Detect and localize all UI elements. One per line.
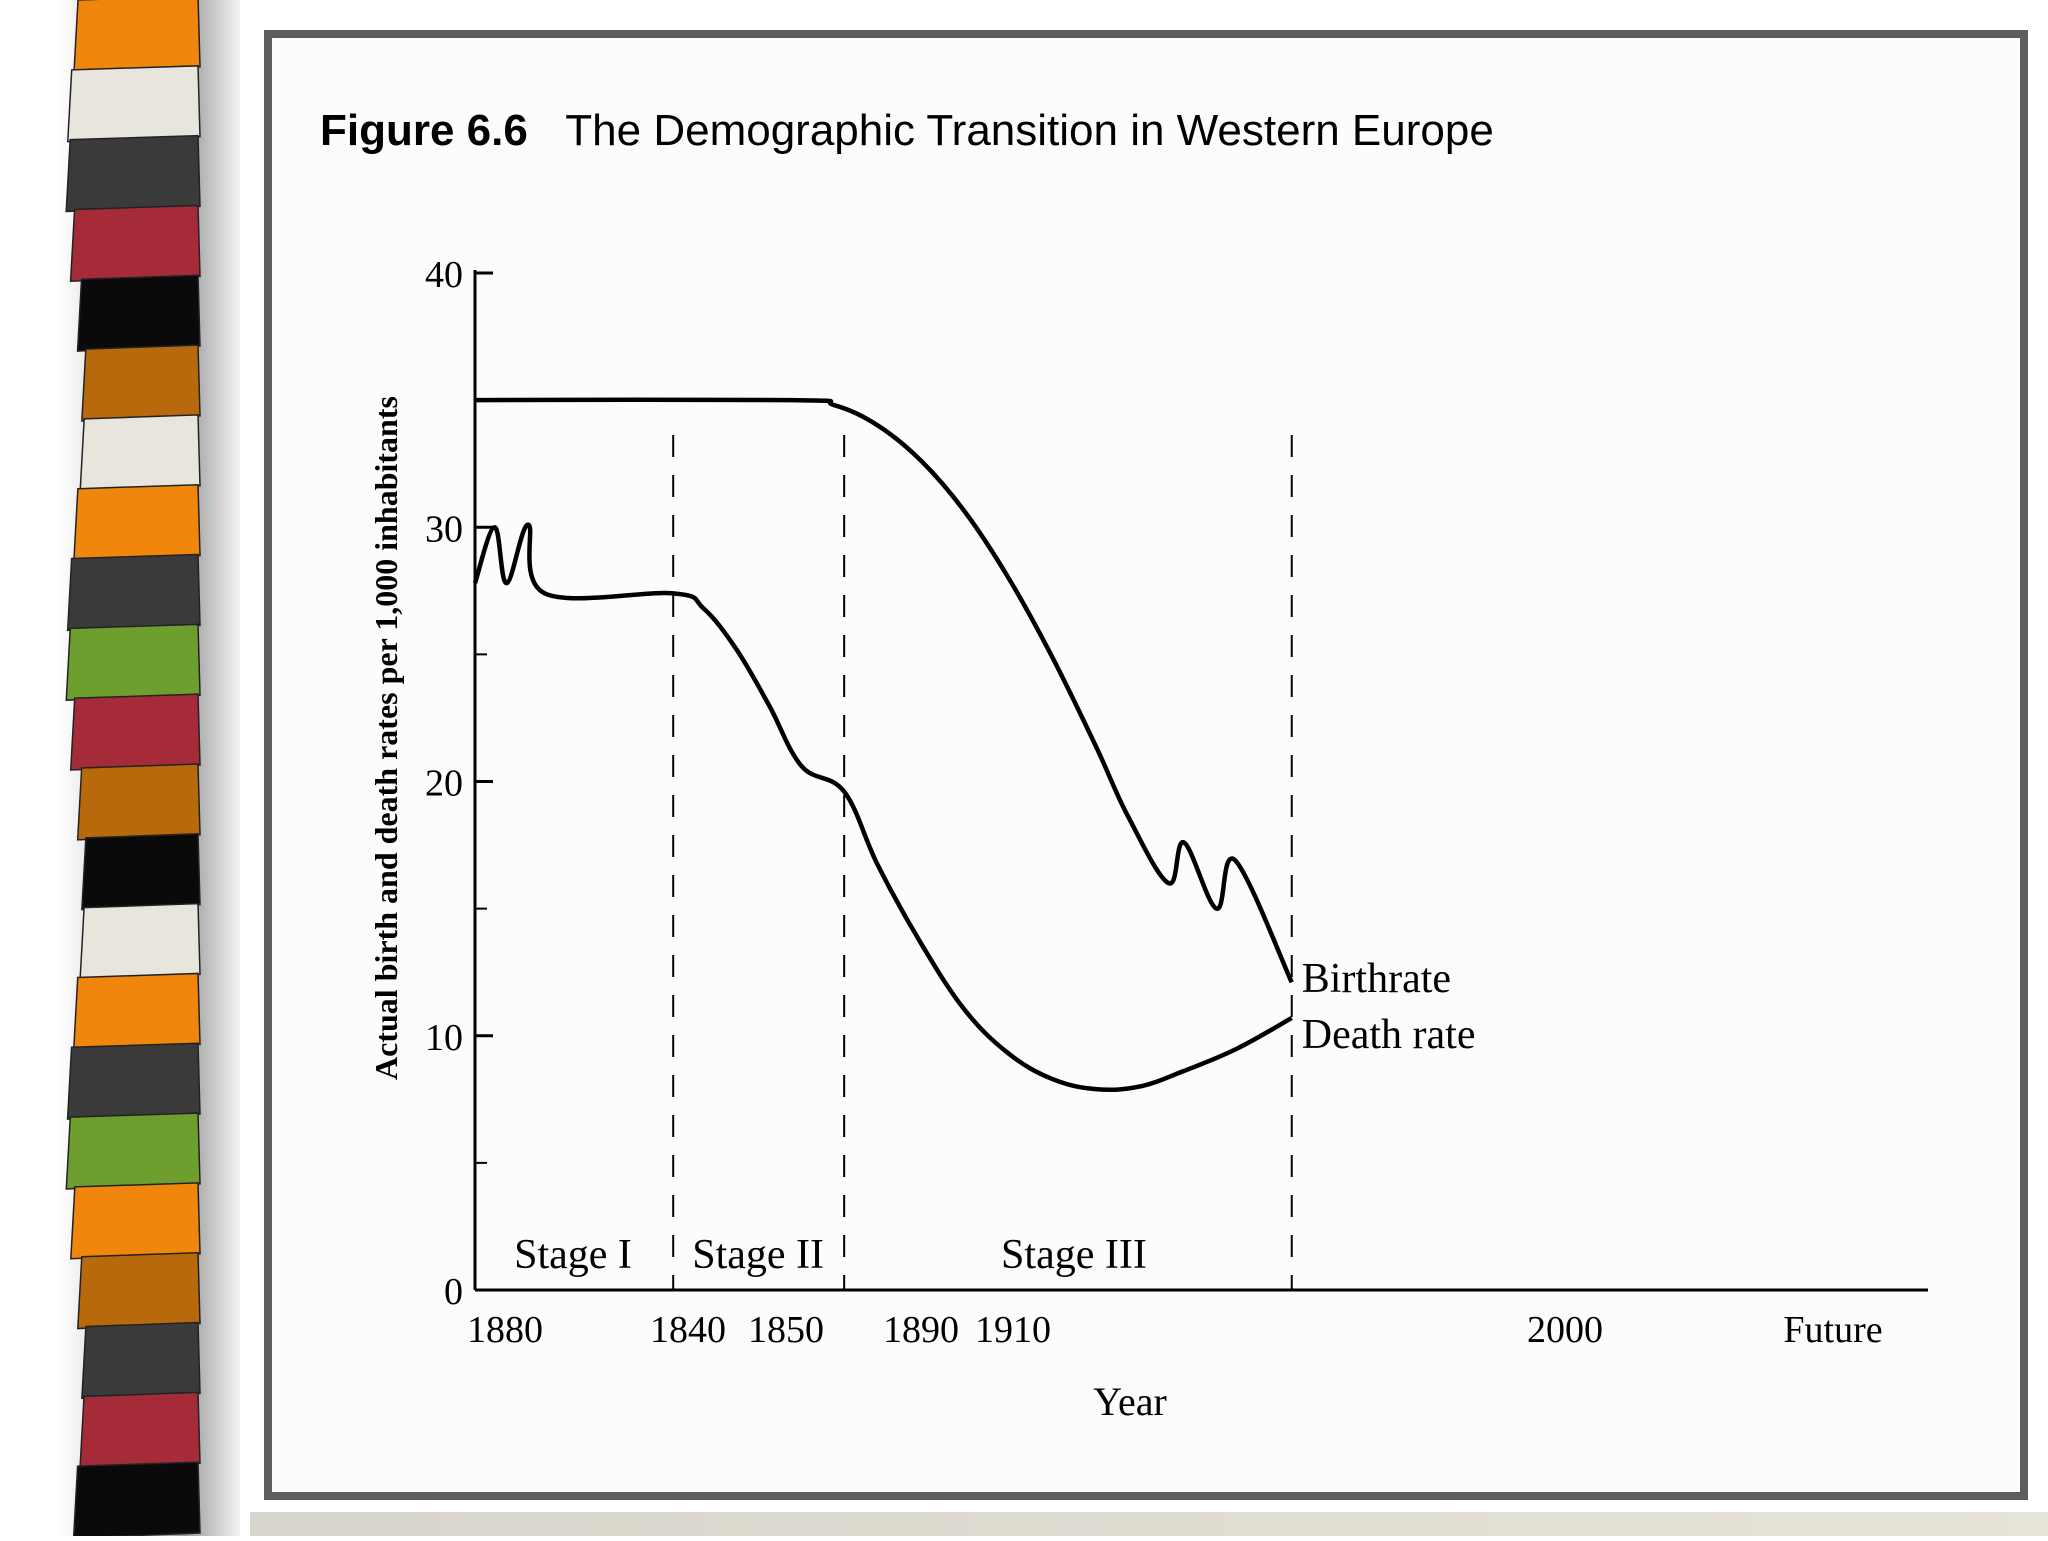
y-axis-label: Actual birth and death rates per 1,000 i… — [368, 396, 404, 1080]
color-band — [79, 414, 201, 492]
color-band — [81, 344, 201, 422]
color-band — [65, 134, 201, 213]
color-band — [65, 623, 201, 701]
x-tick-label: 1880 — [467, 1309, 543, 1351]
figure-frame — [264, 30, 2028, 1500]
color-band — [66, 1042, 201, 1120]
color-band — [69, 204, 201, 283]
color-band — [69, 693, 201, 771]
birthrate-line — [474, 397, 1294, 984]
stage-label: Stage I — [514, 1232, 632, 1278]
color-band — [66, 553, 201, 632]
color-band — [81, 1321, 201, 1400]
svg-text:Figure 6.6 The Demographic: Figure 6.6 The Demographic Transition in… — [320, 106, 1494, 155]
figure-title: The Demographic Transition in Western Eu… — [565, 106, 1494, 155]
color-band — [72, 972, 201, 1051]
death-rate-label: Death rate — [1302, 1012, 1476, 1058]
x-tick-label: Future — [1783, 1309, 1882, 1351]
x-axis-label: Year — [1093, 1379, 1167, 1424]
x-tick-label: 1850 — [748, 1309, 824, 1351]
color-band — [66, 65, 201, 143]
color-band — [81, 833, 201, 911]
x-tick-label: 1910 — [975, 1309, 1051, 1351]
y-tick-label: 0 — [444, 1271, 463, 1313]
x-tick-label: 1840 — [650, 1309, 726, 1351]
color-band — [72, 1461, 201, 1539]
x-tick-label: 1890 — [883, 1309, 959, 1351]
color-band — [70, 1182, 201, 1260]
color-band — [65, 1112, 201, 1190]
y-tick-label: 10 — [425, 1017, 463, 1059]
color-band — [79, 1391, 201, 1469]
figure-number: Figure 6.6 — [320, 106, 528, 155]
color-band — [79, 902, 201, 981]
y-tick-label: 40 — [425, 254, 463, 296]
color-band — [76, 274, 201, 352]
stage-label: Stage II — [692, 1232, 824, 1278]
x-tick-label: 2000 — [1527, 1309, 1603, 1351]
bottom-decorative-band — [250, 1512, 2048, 1536]
y-tick-label: 30 — [425, 508, 463, 550]
birthrate-label: Birthrate — [1302, 956, 1451, 1002]
decorative-color-strip — [0, 0, 240, 1539]
y-tick-label: 20 — [425, 763, 463, 805]
color-bands-graphic — [65, 0, 201, 1539]
color-band — [76, 1251, 201, 1330]
stage-label: Stage III — [1001, 1232, 1147, 1278]
color-band — [76, 763, 201, 841]
color-band — [73, 483, 201, 562]
death-rate-line — [472, 522, 1293, 1093]
color-band — [73, 0, 201, 73]
